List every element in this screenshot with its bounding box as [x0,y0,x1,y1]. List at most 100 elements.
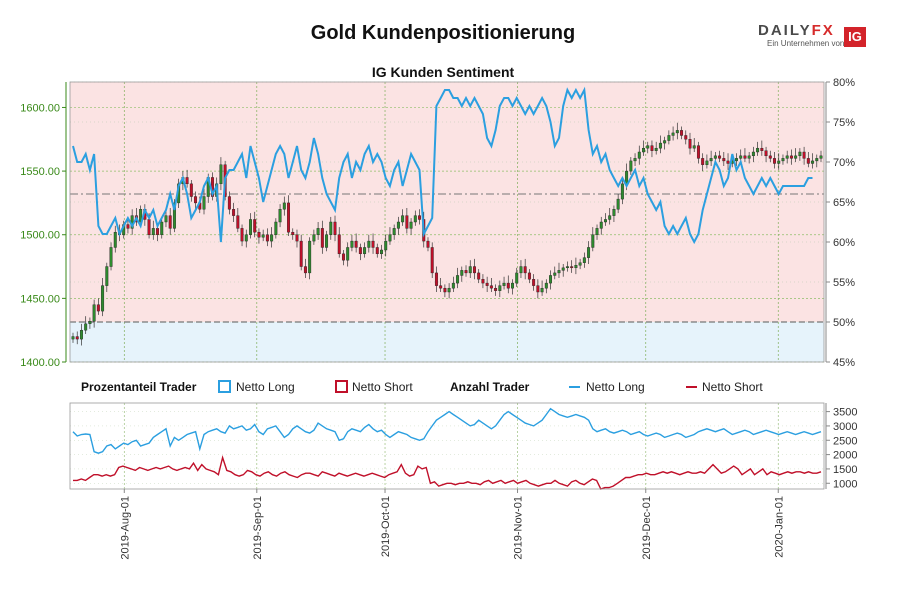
candle [511,279,514,295]
candle [773,152,776,169]
dailyfx-logo[interactable]: DAILYFX Ein Unternehmen von IG [752,22,872,52]
candle-body [519,266,523,274]
candle-body [105,266,109,286]
candle [185,169,189,188]
candle [633,153,637,166]
candle [189,180,193,202]
legend-netshort-box-icon[interactable] [335,380,348,393]
candle-body [185,177,189,185]
candle-body [303,266,307,274]
candle [274,218,278,239]
candle [637,145,641,165]
count-tick-label: 2000 [833,450,857,462]
candle [295,229,299,248]
legend-netlong-count-label[interactable]: Netto Long [586,380,645,394]
date-tick-label: 2019-Oct-01 [380,496,392,557]
candle [764,146,768,163]
candle-body [295,234,299,242]
candle [688,132,692,155]
candle [426,237,430,252]
candle [735,153,738,166]
candle-body [599,221,603,229]
candle-body [485,282,489,286]
candle-body [194,196,198,204]
price-axis: 1400.00 1450.00 1500.00 1550.00 1600.00 [20,82,67,369]
candle-body [168,215,172,229]
candle [401,209,405,226]
count-tick-label: 1000 [833,478,857,490]
candle [460,266,464,282]
candle-body [401,215,405,223]
candle [692,138,696,152]
candle-body [265,234,269,242]
candle-body [333,221,337,235]
candle [806,152,810,168]
candle-body [282,202,286,210]
candle-body [337,234,341,255]
candle-body [447,287,451,293]
candle-body [375,247,379,255]
legend: Prozentanteil Trader Netto Long Netto Sh… [81,380,763,394]
candle-body [777,160,781,164]
candle-body [739,155,743,159]
candle [409,218,413,235]
candle-body [819,155,823,159]
legend-netshort-count-label[interactable]: Netto Short [702,380,763,394]
legend-netlong-box-icon[interactable] [218,380,231,393]
candle [570,260,574,273]
candle-body [498,285,502,291]
candle [92,299,96,328]
candle-body [692,145,696,149]
candle [565,261,569,272]
legend-netlong-label[interactable]: Netto Long [236,380,295,394]
candle [667,130,671,145]
candle-body [815,158,819,162]
candle-body [430,247,434,274]
candle [164,209,168,228]
candle [663,136,667,150]
candle [540,280,544,296]
candle-body [227,196,231,210]
candle-body [506,282,510,289]
candle [650,140,654,158]
candle-body [308,240,312,274]
candle [472,258,476,280]
candle [658,135,662,154]
candle-body [726,160,730,164]
candle-body [451,282,455,289]
candle [325,230,329,252]
candle-body [527,272,531,280]
candle-body [316,228,320,235]
candle [494,284,498,296]
candle [549,270,553,290]
candle [811,153,815,169]
vertical-gridlines [123,82,779,489]
candle [705,154,709,169]
candle-body [633,158,637,162]
candle [84,316,88,334]
candle-body [608,215,612,220]
candle-body [489,285,493,289]
candle [249,213,252,239]
candle-body [147,219,151,235]
candle [350,234,354,252]
candle-body [764,150,768,157]
candle-body [434,272,438,286]
candle-body [582,257,586,263]
candle-body [261,234,265,238]
candle-body [663,140,667,144]
candle [760,140,764,156]
legend-netshort-label[interactable]: Netto Short [352,380,413,394]
candle-body [553,272,557,276]
candle [456,267,460,289]
candle [337,227,341,258]
candle [718,150,722,163]
candle [595,224,599,240]
date-tick-label: 2019-Aug-01 [119,496,131,560]
candle [701,153,705,172]
candle-body [396,221,400,229]
candle-body [413,215,417,223]
candle-body [96,304,100,312]
candle [375,243,379,258]
